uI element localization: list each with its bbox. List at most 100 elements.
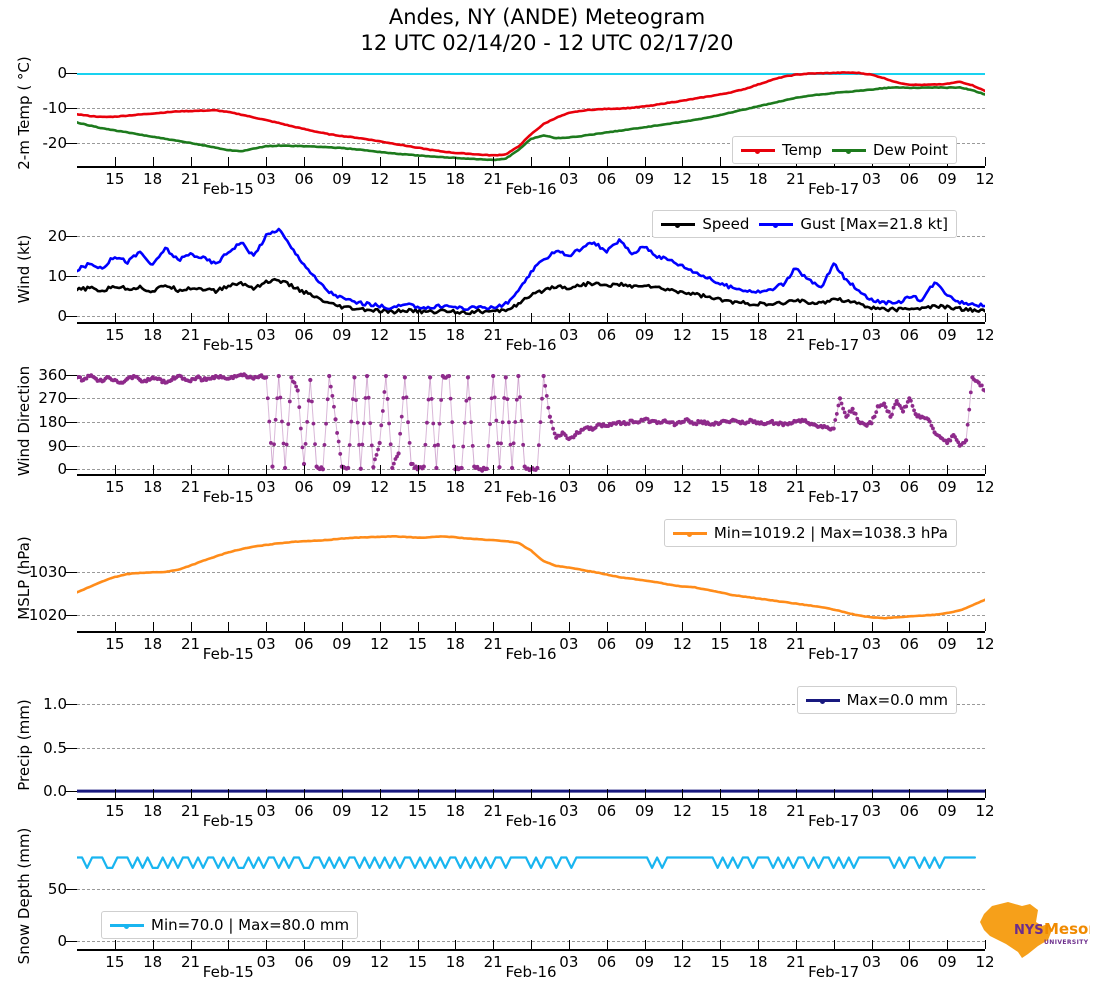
x-axis-hour-label: 18 xyxy=(445,635,465,653)
y-tick-mark xyxy=(65,888,77,890)
x-tick-mark xyxy=(152,157,154,166)
legend-item: Min=1019.2 | Max=1038.3 hPa xyxy=(672,524,948,542)
x-tick-mark xyxy=(531,940,532,949)
x-tick-mark xyxy=(682,940,684,949)
x-axis-hour-label: 03 xyxy=(256,170,276,188)
x-axis-hour-label: 09 xyxy=(332,478,352,496)
x-axis-day-label: Feb-17 xyxy=(808,963,860,981)
x-tick-mark xyxy=(190,157,192,166)
x-tick-mark xyxy=(568,157,570,166)
x-axis-hour-label: 18 xyxy=(143,326,163,344)
legend-snow_depth[interactable]: Min=70.0 | Max=80.0 mm xyxy=(101,911,359,939)
x-tick-mark xyxy=(417,940,419,949)
x-tick-mark xyxy=(871,622,873,631)
x-axis-hour-label: 06 xyxy=(597,635,617,653)
x-axis-hour-label: 21 xyxy=(483,478,503,496)
legend-swatch-icon xyxy=(661,222,696,228)
x-axis-hour-label: 06 xyxy=(899,953,919,971)
x-axis-hour-label: 09 xyxy=(937,170,957,188)
x-tick-mark xyxy=(190,313,192,322)
x-tick-mark xyxy=(114,789,116,798)
x-axis-hour-label: 18 xyxy=(748,802,768,820)
x-axis-hour-label: 03 xyxy=(559,953,579,971)
x-axis-hour-label: 21 xyxy=(483,802,503,820)
x-axis-hour-label: 18 xyxy=(748,170,768,188)
x-axis-hour-label: 18 xyxy=(445,478,465,496)
x-tick-mark xyxy=(379,157,381,166)
x-tick-mark xyxy=(455,622,457,631)
x-tick-mark xyxy=(909,313,911,322)
x-axis-hour-label: 12 xyxy=(370,802,390,820)
x-tick-mark xyxy=(228,313,230,322)
x-tick-mark xyxy=(833,622,835,631)
x-axis-day-label: Feb-15 xyxy=(202,488,254,506)
logo-nys-text: NYS xyxy=(1014,923,1044,938)
x-axis-hour-label: 12 xyxy=(370,478,390,496)
x-tick-mark xyxy=(720,789,722,798)
y-tick-label: 270 xyxy=(38,389,67,408)
legend-item: Speed xyxy=(661,215,749,233)
legend-wind[interactable]: Speed Gust [Max=21.8 kt] xyxy=(652,210,957,238)
x-tick-mark xyxy=(795,940,797,949)
x-tick-mark xyxy=(909,465,911,474)
x-axis-hour-label: 18 xyxy=(748,478,768,496)
x-axis-day-label: Feb-17 xyxy=(808,180,860,198)
x-tick-mark xyxy=(304,789,305,798)
y-tick-mark xyxy=(65,374,77,376)
x-axis-hour-label: 06 xyxy=(597,478,617,496)
x-axis-hour-label: 15 xyxy=(105,635,125,653)
legend-precip[interactable]: Max=0.0 mm xyxy=(796,686,957,714)
x-axis-hour-label: 12 xyxy=(370,635,390,653)
x-axis-day-label: Feb-15 xyxy=(202,963,254,981)
x-tick-mark xyxy=(304,157,305,166)
x-axis-line xyxy=(77,474,985,476)
x-axis-hour-label: 03 xyxy=(256,478,276,496)
x-tick-mark xyxy=(114,940,116,949)
x-axis-hour-label: 15 xyxy=(105,953,125,971)
gridline xyxy=(77,747,985,749)
x-tick-mark xyxy=(833,313,835,322)
x-tick-mark xyxy=(455,940,457,949)
x-tick-mark xyxy=(871,789,873,798)
x-axis-hour-label: 21 xyxy=(786,326,806,344)
logo-mesonet-text: Mesonet xyxy=(1044,920,1090,938)
x-axis-hour-label: 18 xyxy=(143,802,163,820)
y-tick-label: -20 xyxy=(42,134,68,153)
x-tick-mark xyxy=(493,789,495,798)
title-line-1: Andes, NY (ANDE) Meteogram xyxy=(388,5,706,29)
y-tick-mark xyxy=(65,469,77,471)
x-tick-mark xyxy=(568,465,570,474)
x-tick-mark xyxy=(341,940,343,949)
x-tick-mark xyxy=(644,622,646,631)
x-axis-hour-label: 03 xyxy=(559,635,579,653)
title-line-2: 12 UTC 02/14/20 - 12 UTC 02/17/20 xyxy=(360,31,734,55)
x-tick-mark xyxy=(493,622,495,631)
x-tick-mark xyxy=(341,313,343,322)
x-tick-mark xyxy=(833,465,835,474)
x-axis-hour-label: 21 xyxy=(180,326,201,344)
x-tick-mark xyxy=(266,465,268,474)
x-axis-hour-label: 15 xyxy=(710,326,730,344)
x-tick-mark xyxy=(720,157,722,166)
y-tick-label: 1.0 xyxy=(43,695,67,714)
x-axis-hour-label: 09 xyxy=(332,326,352,344)
x-axis-hour-label: 12 xyxy=(975,953,995,971)
x-axis-hour-label: 12 xyxy=(370,953,390,971)
x-tick-mark xyxy=(682,157,684,166)
x-tick-mark xyxy=(266,789,268,798)
x-tick-mark xyxy=(644,940,646,949)
x-tick-mark xyxy=(266,622,268,631)
x-tick-mark xyxy=(833,789,835,798)
x-tick-mark xyxy=(455,313,457,322)
legend-temperature[interactable]: Temp Dew Point xyxy=(731,136,957,164)
y-tick-mark xyxy=(65,107,77,109)
x-axis-hour-label: 21 xyxy=(786,802,806,820)
x-tick-mark xyxy=(114,465,116,474)
x-axis-hour-label: 15 xyxy=(407,170,428,188)
x-axis-hour-label: 06 xyxy=(294,802,314,820)
x-tick-mark xyxy=(455,789,457,798)
x-tick-mark xyxy=(606,940,608,949)
legend-mslp[interactable]: Min=1019.2 | Max=1038.3 hPa xyxy=(663,519,957,547)
x-axis-hour-label: 06 xyxy=(597,326,617,344)
